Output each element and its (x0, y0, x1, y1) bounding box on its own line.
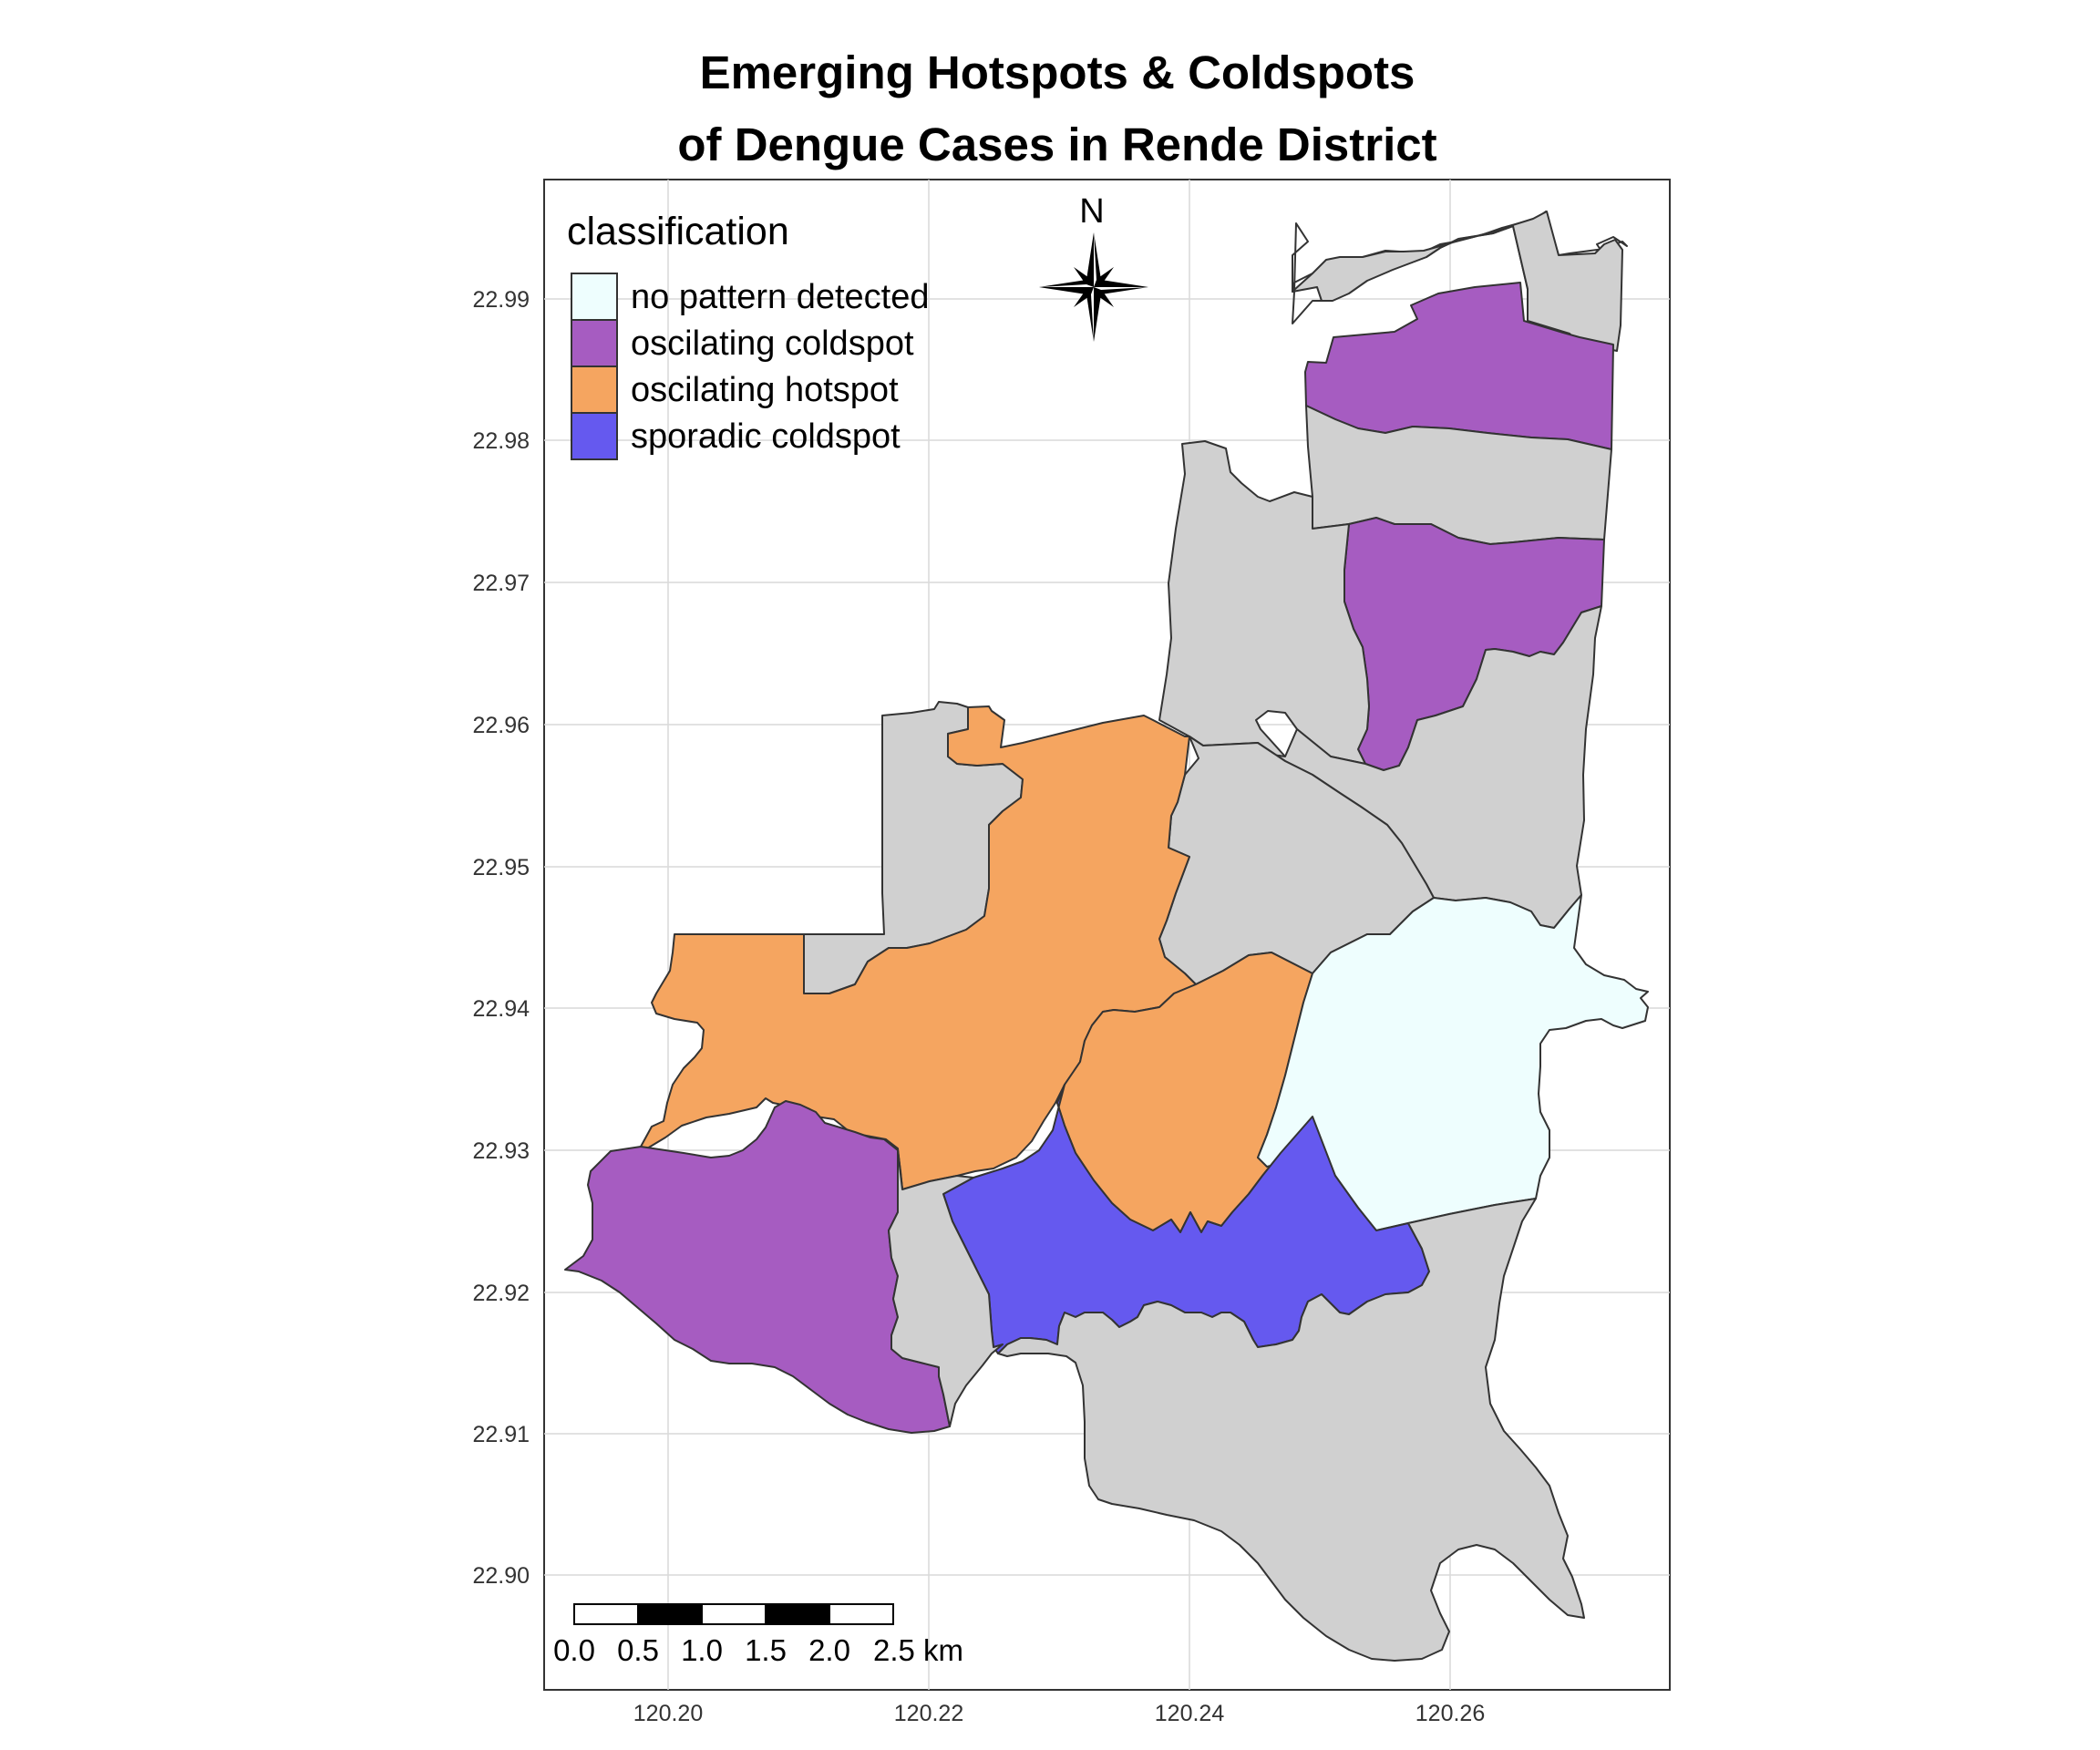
y-tick-label: 22.94 (472, 996, 530, 1022)
y-tick-label: 22.91 (472, 1422, 530, 1447)
y-tick-label: 22.90 (472, 1563, 530, 1589)
map-title-line2: of Dengue Cases in Rende District (677, 118, 1436, 170)
legend-title: classification (567, 210, 789, 253)
x-axis-tick-labels: 120.20 120.22 120.24 120.26 (633, 1701, 1485, 1726)
scale-label: 2.5 km (873, 1633, 963, 1667)
legend-swatch (571, 412, 618, 460)
region-south-west-gray (888, 1149, 1004, 1427)
y-tick-label: 22.98 (472, 428, 530, 454)
compass-rose-icon (1039, 232, 1148, 342)
y-tick-label: 22.95 (472, 855, 530, 880)
legend-swatch (571, 319, 618, 367)
y-tick-label: 22.92 (472, 1281, 530, 1306)
legend-swatch (571, 365, 618, 414)
y-tick-label: 22.97 (472, 571, 530, 596)
y-tick-label: 22.99 (472, 287, 530, 313)
scale-label: 0.0 (553, 1633, 595, 1667)
x-tick-label: 120.24 (1155, 1701, 1225, 1726)
legend-label: oscilating coldspot (631, 324, 914, 363)
north-label: N (1079, 192, 1104, 231)
x-tick-label: 120.22 (894, 1701, 963, 1726)
y-tick-label: 22.93 (472, 1138, 530, 1164)
scale-label: 0.5 (617, 1633, 659, 1667)
y-tick-label: 22.96 (472, 713, 530, 738)
legend-swatch (571, 273, 618, 321)
district-polygons (564, 211, 1649, 1662)
region-center-north-gray (1158, 440, 1370, 765)
legend-label: sporadic coldspot (631, 417, 901, 456)
region-south-big-gray (997, 1198, 1585, 1662)
scale-bar: 0.0 0.5 1.0 1.5 2.0 2.5 km (553, 1603, 963, 1667)
legend-label: no pattern detected (631, 278, 929, 316)
scale-label: 1.5 (745, 1633, 787, 1667)
y-axis-tick-labels: 22.99 22.98 22.97 22.96 22.95 22.94 22.93 22.92… (472, 287, 530, 1589)
scale-label: 1.0 (681, 1633, 723, 1667)
region-north-top-fill (1292, 211, 1623, 352)
legend: classification no pattern detected oscila… (567, 210, 929, 460)
x-tick-label: 120.20 (633, 1701, 703, 1726)
x-tick-label: 120.26 (1415, 1701, 1485, 1726)
legend-label: oscilating hotspot (631, 371, 899, 409)
scale-label: 2.0 (808, 1633, 850, 1667)
north-arrow: N (1039, 192, 1148, 342)
map-title-line1: Emerging Hotspots & Coldspots (700, 46, 1415, 98)
